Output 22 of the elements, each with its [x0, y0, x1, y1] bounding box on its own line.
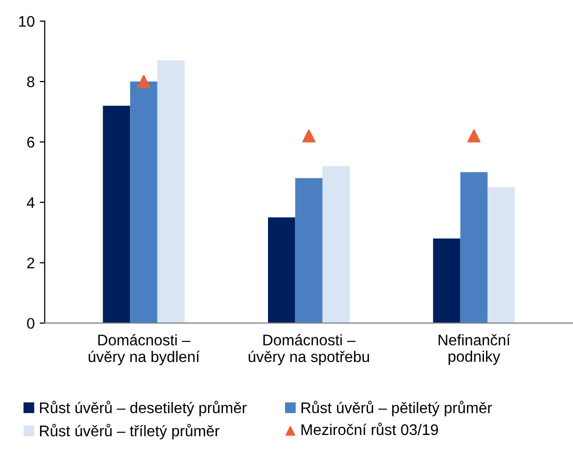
y-tick-label: 10: [19, 16, 34, 27]
bar: [295, 178, 322, 324]
y-tick-label: 2: [27, 258, 34, 268]
bar: [433, 238, 460, 324]
bar: [488, 187, 515, 324]
bar: [102, 106, 130, 324]
legend-label: Růst úvěrů – pětiletý průměr: [302, 400, 492, 416]
y-tick-label: 8: [27, 76, 34, 88]
bar: [157, 60, 185, 324]
y-tick-label: 6: [27, 136, 34, 148]
x-tick-label: Domácnosti – úvěry na bydlení: [88, 334, 200, 366]
bar: [130, 82, 158, 324]
y-tick-label: 0: [27, 318, 34, 329]
bar: [322, 166, 350, 324]
x-tick-label: Domácnosti – úvěry na spotřebu: [248, 334, 369, 366]
legend-label: Růst úvěrů – tříletý průměr: [40, 424, 220, 440]
bar: [460, 172, 488, 324]
legend-label: Meziroční růst 03/19: [302, 422, 438, 436]
x-tick-label: Nefinanční podniky: [438, 334, 510, 365]
legend-label: Růst úvěrů – desetiletý průměr: [40, 400, 247, 416]
bar: [268, 217, 296, 324]
y-tick-label: 4: [26, 197, 35, 208]
